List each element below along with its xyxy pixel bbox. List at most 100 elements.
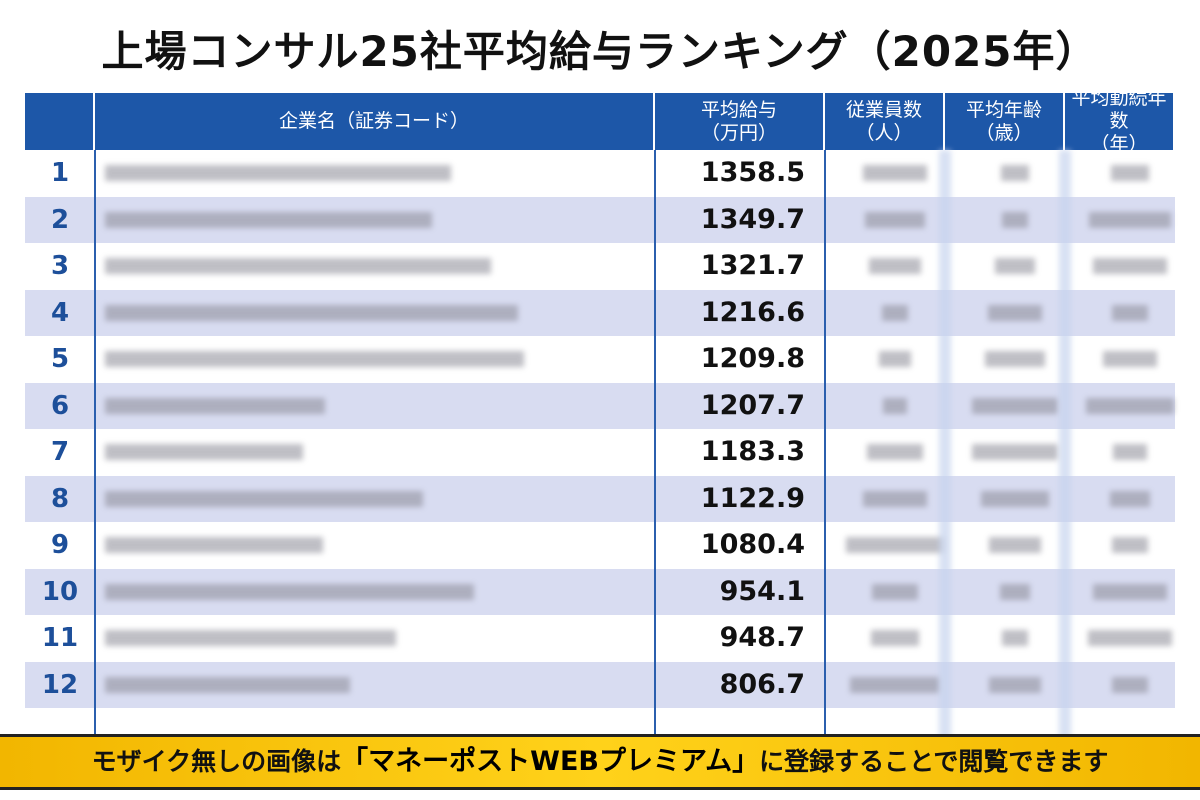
column-shade [1059, 150, 1071, 755]
header-text: 従業員数 [845, 98, 922, 121]
rank: 5 [50, 344, 70, 374]
header-text: （歳） [975, 121, 1033, 144]
rank: 4 [50, 297, 70, 328]
table-row: 10 954.1 [25, 568, 1175, 615]
blurred-cell [1000, 165, 1030, 181]
salary: 1321.7 [700, 250, 805, 281]
blurred-company [105, 490, 423, 507]
blurred-cell [1092, 583, 1168, 600]
rank: 10 [41, 576, 79, 607]
blurred-company [105, 583, 474, 600]
blurred-cell [981, 490, 1049, 507]
blurred-company [105, 537, 324, 553]
salary: 948.7 [719, 622, 805, 653]
blurred-cell [988, 676, 1042, 693]
blurred-cell [971, 444, 1059, 460]
blurred-cell [845, 537, 945, 553]
salary: 1349.7 [700, 203, 805, 235]
rank: 12 [41, 669, 79, 700]
blurred-cell [972, 397, 1058, 414]
banner-highlight: 「マネーポストWEBプレミアム」 [341, 746, 760, 777]
rank: 11 [41, 623, 79, 653]
blurred-cell [862, 165, 928, 181]
table-row: 11 948.7 [25, 615, 1175, 662]
blurred-cell [999, 583, 1031, 600]
salary: 1122.9 [700, 482, 805, 514]
banner-text: に登録することで閲覧できます [759, 747, 1109, 776]
table-row: 9 1080.4 [25, 522, 1175, 569]
rank: 7 [50, 437, 70, 467]
table-row: 1 1358.5 [25, 150, 1175, 197]
blurred-cell [1102, 351, 1158, 367]
table-row: 3 1321.7 [25, 243, 1175, 290]
blurred-cell [1002, 630, 1028, 646]
blurred-cell [864, 211, 926, 228]
blurred-cell [867, 444, 923, 460]
salary: 1358.5 [700, 157, 805, 188]
blurred-company [105, 258, 491, 274]
blurred-cell [1087, 630, 1173, 646]
header-cell: 企業名（証券コード） [95, 93, 655, 150]
rank: 1 [50, 158, 70, 188]
blurred-cell [862, 490, 927, 507]
header-text: 平均年齢 [965, 98, 1042, 121]
header-cell: 平均給与 （万円） [655, 93, 825, 150]
blurred-cell [1111, 165, 1149, 181]
header-text: 平均給与 [700, 98, 777, 121]
salary: 1080.4 [700, 529, 805, 560]
header-cell [25, 93, 95, 150]
table-row: 4 1216.6 [25, 289, 1175, 336]
blurred-cell [995, 258, 1035, 274]
blurred-cell [1089, 211, 1171, 228]
header-text: （万円） [700, 121, 777, 144]
header-cell: 従業員数 （人） [825, 93, 945, 150]
blurred-cell [881, 304, 909, 321]
blurred-company [105, 304, 518, 321]
blurred-cell [878, 351, 912, 367]
blurred-company [105, 165, 452, 181]
header-text: （人） [855, 121, 913, 144]
salary: 1207.7 [700, 389, 805, 421]
header-text: 平均勤続年数 [1071, 87, 1167, 132]
blurred-company [105, 630, 396, 646]
blurred-cell [987, 304, 1043, 321]
rank: 6 [50, 390, 70, 421]
column-line [654, 150, 656, 755]
header-text: 企業名（証券コード） [278, 110, 469, 132]
blurred-cell [868, 258, 922, 274]
blurred-cell [1002, 211, 1028, 228]
blurred-company [105, 444, 304, 460]
salary: 1216.6 [700, 296, 805, 328]
salary: 1209.8 [700, 343, 805, 374]
salary: 954.1 [719, 575, 805, 607]
blurred-cell [870, 630, 919, 646]
blurred-company [105, 351, 524, 367]
column-line [824, 150, 826, 755]
table-row: 2 1349.7 [25, 196, 1175, 243]
rank: 9 [50, 530, 70, 560]
table-row: 8 1122.9 [25, 475, 1175, 522]
blurred-cell [985, 351, 1045, 367]
rank: 8 [50, 483, 70, 514]
blurred-cell [1111, 537, 1149, 553]
title: 上場コンサル25社平均給与ランキング（2025年） [101, 27, 1099, 76]
blurred-cell [989, 537, 1041, 553]
column-shade [939, 150, 951, 755]
blurred-cell [882, 397, 907, 414]
rank: 3 [50, 251, 70, 281]
blurred-company [105, 676, 351, 693]
blurred-cell [871, 583, 919, 600]
table-row: 7 1183.3 [25, 429, 1175, 476]
blurred-cell [1092, 258, 1168, 274]
table-row: 5 1209.8 [25, 336, 1175, 383]
table-row: 6 1207.7 [25, 382, 1175, 429]
blurred-company [105, 211, 433, 228]
blurred-cell [1086, 397, 1174, 414]
salary: 806.7 [719, 668, 805, 700]
banner-text: モザイク無しの画像は [91, 747, 342, 776]
header-text: （年） [1090, 133, 1148, 155]
header-cell: 平均勤続年数 （年） [1065, 87, 1175, 155]
blurred-cell [849, 676, 941, 693]
blurred-cell [1110, 490, 1150, 507]
